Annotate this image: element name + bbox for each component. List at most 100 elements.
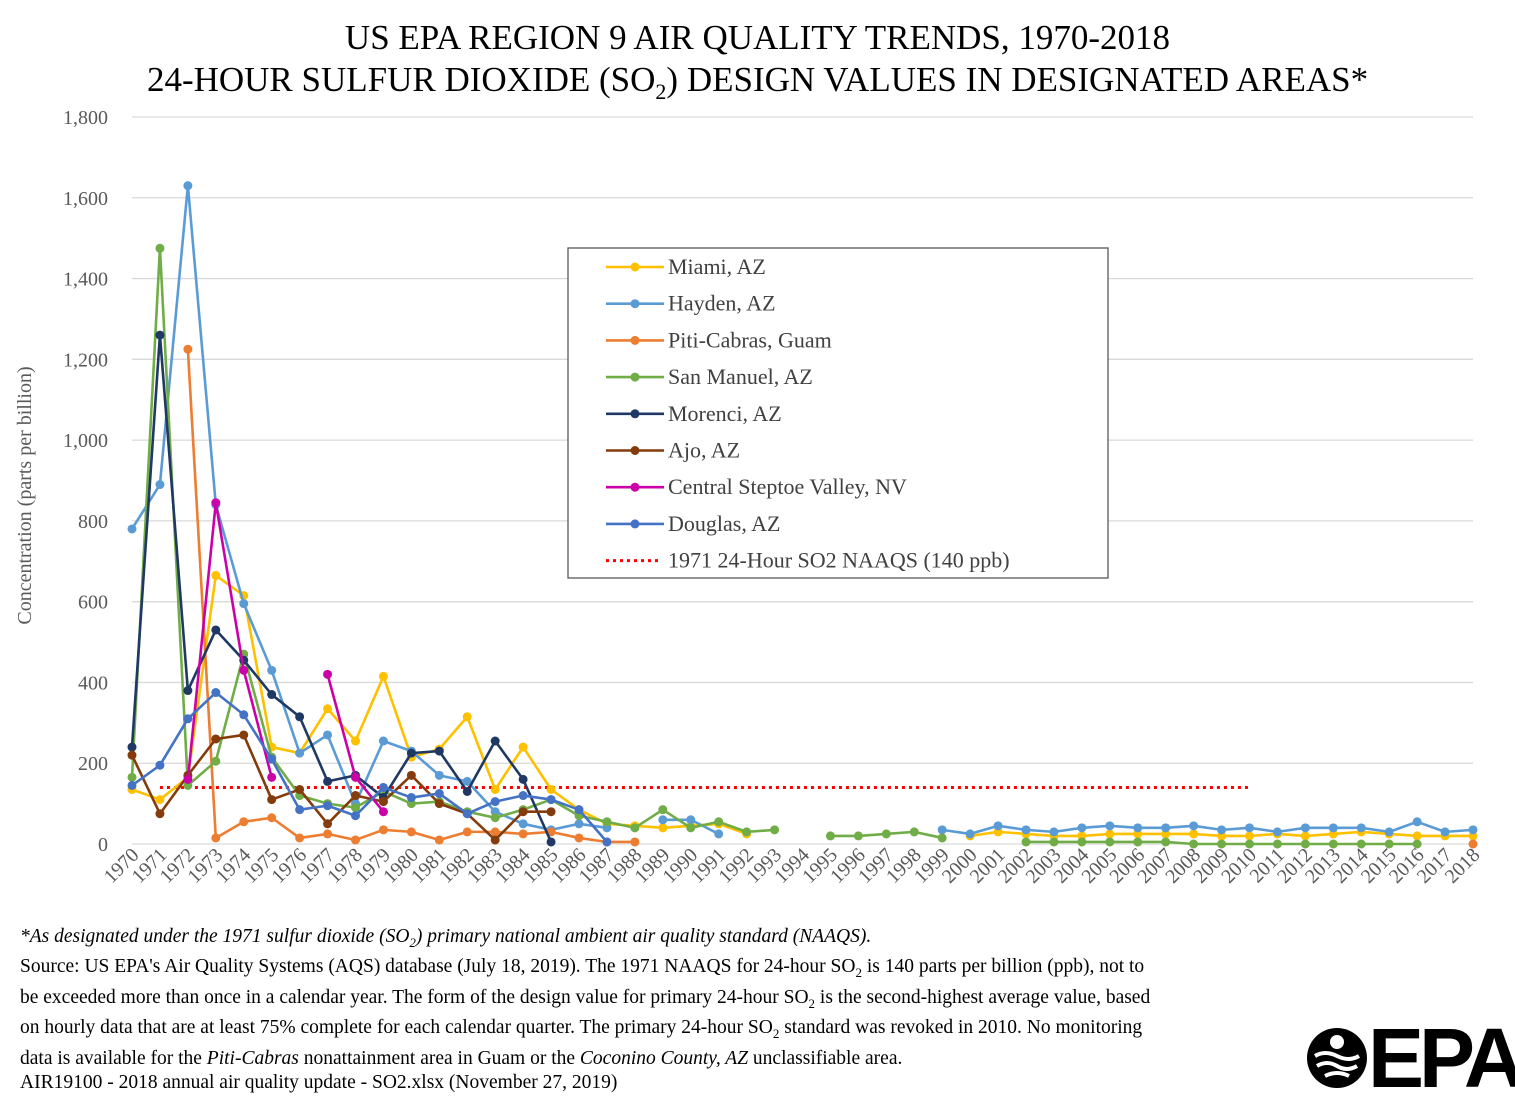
- data-point-morenci-az: [462, 786, 472, 796]
- legend-swatch-marker: [630, 299, 640, 309]
- data-point-morenci-az: [267, 690, 277, 700]
- data-point-morenci-az: [434, 746, 444, 756]
- data-point-hayden-az: [434, 770, 444, 780]
- data-point-morenci-az: [490, 736, 500, 746]
- data-point-hayden-az: [658, 815, 668, 825]
- data-point-san-manuel-az: [1077, 837, 1087, 847]
- data-point-douglas-az: [267, 754, 277, 764]
- data-point-morenci-az: [295, 712, 305, 722]
- data-point-san-manuel-az: [686, 823, 696, 833]
- data-point-miami-az: [1245, 831, 1254, 841]
- data-point-hayden-az: [574, 819, 584, 829]
- data-point-piti-cabras-guam: [239, 817, 249, 827]
- legend-swatch-marker: [630, 519, 640, 529]
- data-point-san-manuel-az: [1272, 839, 1282, 849]
- y-tick-label: 400: [78, 672, 108, 694]
- data-point-hayden-az: [462, 776, 472, 786]
- data-point-central-steptoe-valley-nv: [183, 774, 193, 784]
- data-point-hayden-az: [239, 599, 249, 609]
- data-point-ajo-az: [490, 835, 500, 845]
- data-point-hayden-az: [1468, 825, 1478, 835]
- data-point-hayden-az: [993, 821, 1003, 831]
- y-tick-label: 1,800: [63, 107, 108, 129]
- legend-swatch-marker: [630, 409, 640, 419]
- data-point-hayden-az: [1272, 827, 1282, 837]
- y-tick-label: 1,000: [63, 430, 108, 452]
- data-point-morenci-az: [155, 330, 165, 340]
- data-point-douglas-az: [211, 688, 221, 698]
- data-point-san-manuel-az: [1384, 839, 1394, 849]
- data-point-douglas-az: [490, 797, 500, 807]
- data-point-san-manuel-az: [1245, 839, 1254, 849]
- data-point-san-manuel-az: [909, 827, 919, 837]
- data-point-hayden-az: [1021, 825, 1031, 835]
- data-point-miami-az: [155, 795, 165, 805]
- data-point-ajo-az: [267, 795, 277, 805]
- data-point-ajo-az: [518, 807, 528, 817]
- y-tick-label: 0: [98, 834, 108, 856]
- data-point-san-manuel-az: [853, 831, 863, 841]
- data-point-piti-cabras-guam: [574, 833, 584, 843]
- epa-logo-icon: [1307, 1028, 1367, 1088]
- legend-label: Ajo, AZ: [668, 438, 740, 463]
- data-point-ajo-az: [295, 784, 305, 794]
- data-point-central-steptoe-valley-nv: [323, 669, 333, 679]
- data-point-hayden-az: [295, 748, 305, 758]
- data-point-san-manuel-az: [602, 817, 612, 827]
- data-point-douglas-az: [518, 791, 528, 801]
- data-point-san-manuel-az: [1105, 837, 1115, 847]
- data-point-piti-cabras-guam: [378, 825, 388, 835]
- data-point-piti-cabras-guam: [351, 835, 360, 845]
- data-point-hayden-az: [686, 815, 696, 825]
- data-point-ajo-az: [378, 797, 388, 807]
- legend-label: Central Steptoe Valley, NV: [668, 474, 907, 499]
- data-point-ajo-az: [155, 809, 165, 819]
- data-point-miami-az: [1105, 829, 1115, 839]
- y-axis-label: Concentration (parts per billion): [14, 366, 36, 624]
- data-point-hayden-az: [937, 825, 947, 835]
- data-point-piti-cabras-guam: [323, 829, 333, 839]
- legend-swatch-marker: [630, 372, 640, 382]
- data-point-san-manuel-az: [1412, 839, 1422, 849]
- data-point-central-steptoe-valley-nv: [378, 807, 388, 817]
- data-point-miami-az: [462, 712, 472, 722]
- data-point-san-manuel-az: [1021, 837, 1031, 847]
- legend-label: Hayden, AZ: [668, 291, 776, 316]
- data-point-douglas-az: [602, 837, 612, 847]
- data-point-ajo-az: [546, 807, 556, 817]
- data-point-hayden-az: [1189, 821, 1199, 831]
- legend-label: Morenci, AZ: [668, 401, 782, 426]
- data-point-san-manuel-az: [742, 827, 752, 837]
- data-point-douglas-az: [351, 811, 360, 821]
- data-point-piti-cabras-guam: [295, 833, 305, 843]
- data-point-miami-az: [490, 784, 500, 794]
- data-point-hayden-az: [1245, 823, 1254, 833]
- legend-label: San Manuel, AZ: [668, 364, 813, 389]
- data-point-douglas-az: [574, 805, 584, 815]
- data-point-san-manuel-az: [658, 805, 668, 815]
- data-point-central-steptoe-valley-nv: [351, 772, 360, 782]
- data-point-san-manuel-az: [1049, 837, 1059, 847]
- data-point-hayden-az: [1440, 827, 1450, 837]
- data-point-san-manuel-az: [1328, 839, 1338, 849]
- data-point-hayden-az: [1077, 823, 1087, 833]
- y-tick-label: 1,600: [63, 188, 108, 210]
- data-point-piti-cabras-guam: [267, 813, 277, 823]
- footnote-file: AIR19100 - 2018 annual air quality updat…: [20, 1072, 618, 1094]
- legend-swatch-marker: [630, 335, 640, 345]
- y-tick-label: 1,400: [63, 269, 108, 291]
- series-line-ajo-az: [130, 733, 552, 842]
- data-point-miami-az: [378, 671, 388, 681]
- data-point-morenci-az: [211, 625, 221, 635]
- data-point-miami-az: [1189, 829, 1199, 839]
- data-point-san-manuel-az: [881, 829, 891, 839]
- data-point-san-manuel-az: [1300, 839, 1310, 849]
- data-point-morenci-az: [323, 776, 333, 786]
- data-point-piti-cabras-guam: [462, 827, 472, 837]
- data-point-san-manuel-az: [1161, 837, 1171, 847]
- data-point-hayden-az: [714, 829, 724, 839]
- data-point-hayden-az: [1049, 827, 1059, 837]
- data-point-hayden-az: [1328, 823, 1338, 833]
- footnote-designation: *As designated under the 1971 sulfur dio…: [20, 926, 872, 950]
- data-point-douglas-az: [406, 793, 416, 803]
